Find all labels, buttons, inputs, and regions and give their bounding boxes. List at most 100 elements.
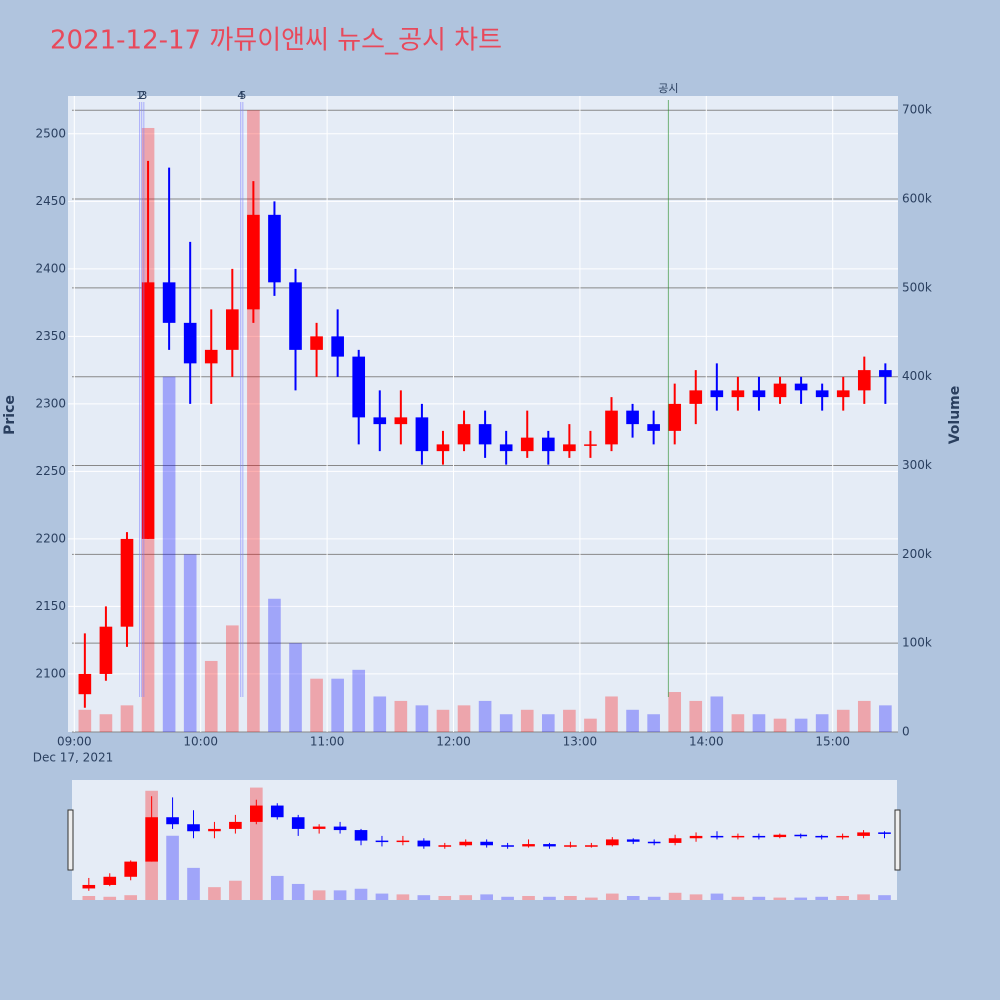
y-tick-label: 2450 (35, 194, 66, 208)
candle-body (794, 383, 808, 391)
volume-bar (731, 896, 745, 900)
volume-bar (166, 835, 179, 900)
volume-bar (373, 696, 387, 732)
volume-bar (522, 895, 535, 900)
volume-bar (103, 896, 117, 900)
candle-body (857, 370, 871, 391)
range-handle[interactable] (894, 809, 901, 871)
volume-bar (82, 895, 96, 900)
volume-bar (268, 598, 281, 732)
volume-bar (731, 714, 745, 732)
volume-bar (480, 894, 493, 900)
candle-body (626, 839, 640, 842)
volume-bar (626, 895, 640, 900)
candle-body (204, 349, 218, 364)
annotation-label: 4 (237, 89, 244, 102)
x-tick-label: 15:00 (815, 735, 850, 749)
volume-bar (396, 894, 410, 900)
candle-body (605, 410, 618, 445)
candle-body (436, 444, 450, 452)
candle-body (605, 839, 619, 846)
candle-body (815, 390, 829, 398)
volume-bar (499, 714, 513, 732)
annotation-label: 1 (136, 89, 143, 102)
volume-bar (417, 895, 431, 900)
candle-body (478, 424, 492, 445)
volume-bar (710, 893, 724, 900)
range-slider[interactable] (72, 780, 897, 900)
candle-body (82, 884, 96, 889)
volume-bar (187, 867, 200, 900)
candle-body (480, 841, 493, 846)
y2-tick-label: 400k (902, 369, 932, 383)
y-tick-label: 2150 (35, 599, 66, 613)
volume-bar (204, 660, 218, 732)
volume-bar (794, 897, 808, 900)
candle-body (689, 390, 703, 404)
candle-body (270, 805, 284, 818)
candle-body (225, 309, 239, 350)
volume-bar (668, 892, 682, 900)
candle-body (415, 417, 429, 452)
candle-body (373, 417, 387, 425)
volume-bar (564, 895, 577, 900)
volume-bar (585, 897, 598, 900)
candle-body (289, 282, 302, 350)
y-tick-label: 2200 (35, 531, 66, 545)
volume-bar (815, 714, 829, 732)
candle-body (78, 673, 92, 695)
volume-bar (543, 896, 556, 900)
volume-bar (563, 709, 576, 732)
candle-body (731, 835, 745, 838)
volume-bar (120, 705, 134, 732)
volume-bar (836, 709, 850, 732)
candle-body (501, 845, 514, 847)
candle-body (522, 844, 535, 847)
candle-body (396, 840, 410, 843)
chart-title: 2021-12-17 까뮤이앤씨 뉴스_공시 차트 (50, 26, 502, 56)
volume-bar (689, 894, 703, 900)
annotation-label: 공시 (658, 82, 678, 95)
volume-bar (689, 700, 703, 732)
volume-bar (710, 696, 724, 732)
candle-body (563, 444, 576, 452)
candle-body (752, 390, 766, 398)
x-tick-label: 13:00 (563, 735, 598, 749)
volume-bar (752, 896, 766, 900)
candle-body (438, 845, 452, 847)
candle-body (752, 835, 766, 838)
candle-body (268, 214, 281, 283)
volume-bar (415, 705, 429, 732)
candle-body (183, 322, 197, 364)
candle-body (457, 424, 471, 445)
x-tick-label: 12:00 (436, 735, 471, 749)
candle-body (773, 383, 787, 398)
range-handle[interactable] (67, 809, 74, 871)
y-tick-label: 2500 (35, 126, 66, 140)
candle-body (668, 838, 682, 843)
volume-bar (331, 678, 344, 732)
y2-tick-label: 500k (902, 280, 932, 294)
volume-bar (626, 709, 639, 732)
y-tick-label: 2300 (35, 396, 66, 410)
volume-bar (836, 895, 849, 900)
x-date-label: Dec 17, 2021 (33, 751, 113, 765)
y2-axis-title: Volume (947, 386, 963, 445)
volume-bar (310, 678, 323, 732)
volume-bar (647, 714, 660, 732)
volume-bar (183, 554, 197, 732)
candle-body (99, 626, 113, 674)
volume-bar (878, 895, 891, 900)
candle-body (145, 817, 158, 862)
candle-body (584, 444, 597, 446)
candle-body (815, 835, 829, 838)
candle-body (710, 390, 724, 398)
volume-bar (501, 896, 514, 900)
candle-body (250, 805, 263, 822)
volume-bar (541, 714, 555, 732)
volume-bar (815, 896, 829, 900)
volume-bar (375, 893, 389, 900)
y2-tick-label: 700k (902, 103, 932, 117)
volume-bar (752, 714, 766, 732)
candle-body (352, 356, 366, 418)
